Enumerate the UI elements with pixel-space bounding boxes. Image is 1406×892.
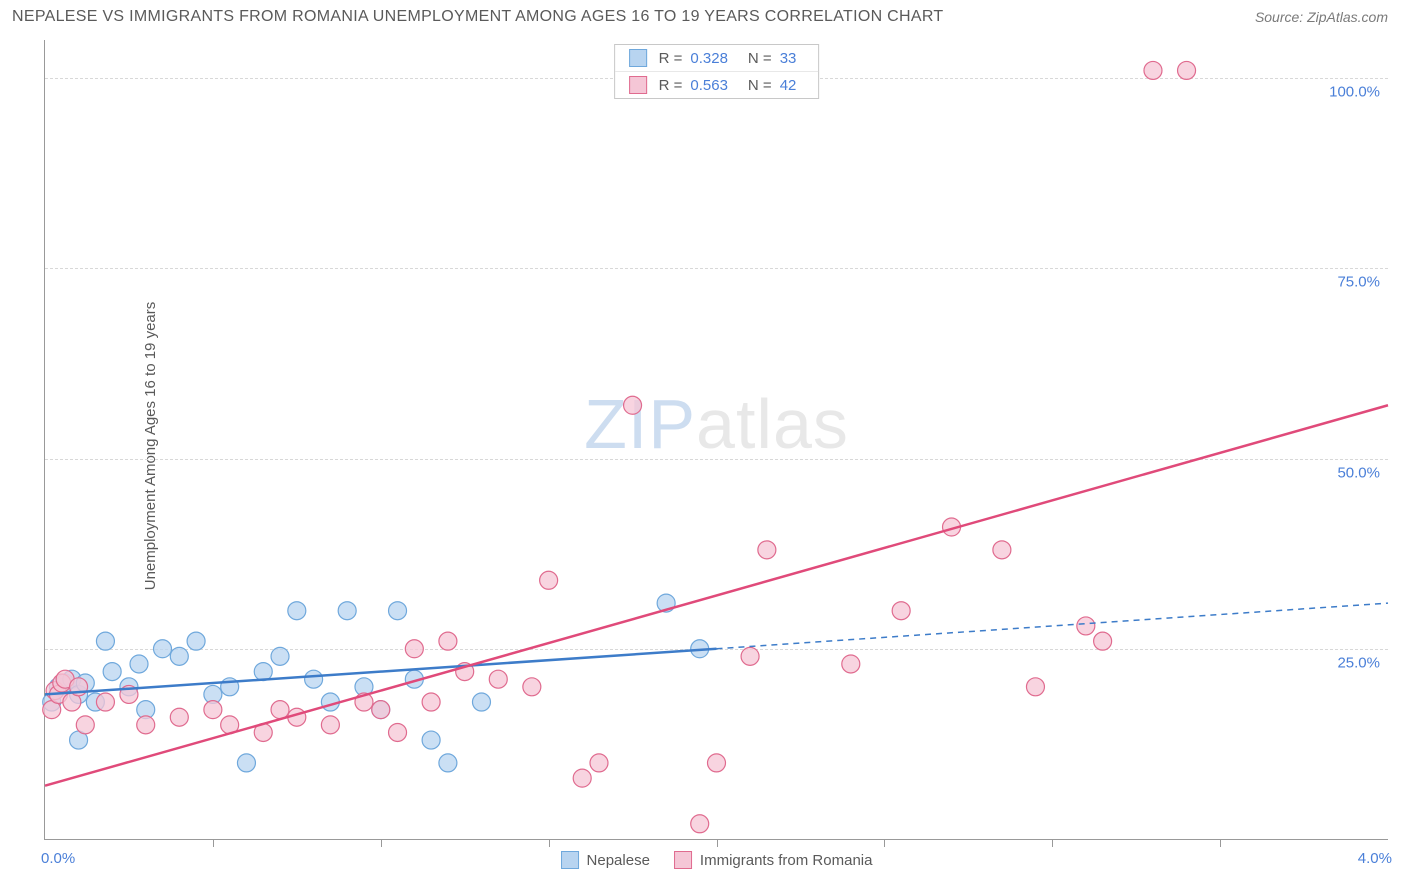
data-point: [1026, 678, 1044, 696]
data-point: [590, 754, 608, 772]
data-point: [624, 396, 642, 414]
r-label: R =: [659, 77, 683, 94]
x-tick: [381, 839, 382, 847]
data-point: [758, 541, 776, 559]
x-tick: [1052, 839, 1053, 847]
data-point: [489, 670, 507, 688]
scatter-plot-svg: [45, 40, 1388, 839]
data-point: [271, 647, 289, 665]
n-label: N =: [748, 50, 772, 67]
data-point: [187, 632, 205, 650]
chart-plot-area: ZIPatlas 25.0%50.0%75.0%100.0% R = 0.328…: [44, 40, 1388, 840]
x-tick: [717, 839, 718, 847]
trend-line-extrapolated: [717, 603, 1389, 649]
data-point: [1077, 617, 1095, 635]
legend-item-romania: Immigrants from Romania: [674, 851, 873, 869]
data-point: [472, 693, 490, 711]
data-point: [321, 716, 339, 734]
source-attribution: Source: ZipAtlas.com: [1255, 9, 1388, 25]
n-value-nepalese: 33: [780, 50, 797, 67]
data-point: [137, 716, 155, 734]
x-tick: [213, 839, 214, 847]
data-point: [96, 632, 114, 650]
x-tick: [549, 839, 550, 847]
legend-item-nepalese: Nepalese: [561, 851, 650, 869]
legend-row-romania: R = 0.563 N = 42: [615, 71, 819, 98]
legend-label-romania: Immigrants from Romania: [700, 852, 873, 869]
trend-line: [45, 649, 717, 695]
chart-title: NEPALESE VS IMMIGRANTS FROM ROMANIA UNEM…: [12, 8, 944, 26]
data-point: [103, 663, 121, 681]
data-point: [439, 754, 457, 772]
data-point: [96, 693, 114, 711]
x-tick: [1220, 839, 1221, 847]
correlation-legend: R = 0.328 N = 33 R = 0.563 N = 42: [614, 44, 820, 99]
data-point: [993, 541, 1011, 559]
data-point: [305, 670, 323, 688]
swatch-nepalese: [561, 851, 579, 869]
header-bar: NEPALESE VS IMMIGRANTS FROM ROMANIA UNEM…: [0, 0, 1406, 34]
data-point: [389, 723, 407, 741]
data-point: [1094, 632, 1112, 650]
data-point: [170, 647, 188, 665]
data-point: [254, 663, 272, 681]
swatch-nepalese: [629, 49, 647, 67]
trend-line: [45, 405, 1388, 785]
legend-label-nepalese: Nepalese: [587, 852, 650, 869]
data-point: [573, 769, 591, 787]
data-point: [405, 640, 423, 658]
x-tick: [884, 839, 885, 847]
data-point: [154, 640, 172, 658]
swatch-romania: [629, 76, 647, 94]
swatch-romania: [674, 851, 692, 869]
n-label: N =: [748, 77, 772, 94]
data-point: [523, 678, 541, 696]
data-point: [288, 602, 306, 620]
data-point: [842, 655, 860, 673]
series-legend: Nepalese Immigrants from Romania: [561, 851, 873, 869]
data-point: [708, 754, 726, 772]
data-point: [338, 602, 356, 620]
data-point: [237, 754, 255, 772]
data-point: [170, 708, 188, 726]
x-axis-label: 4.0%: [1358, 850, 1392, 867]
data-point: [741, 647, 759, 665]
data-point: [540, 571, 558, 589]
data-point: [1144, 61, 1162, 79]
data-point: [422, 693, 440, 711]
data-point: [691, 815, 709, 833]
legend-row-nepalese: R = 0.328 N = 33: [615, 45, 819, 71]
data-point: [439, 632, 457, 650]
data-point: [389, 602, 407, 620]
r-value-romania: 0.563: [690, 77, 728, 94]
data-point: [372, 701, 390, 719]
n-value-romania: 42: [780, 77, 797, 94]
x-axis-label: 0.0%: [41, 850, 75, 867]
r-label: R =: [659, 50, 683, 67]
data-point: [204, 701, 222, 719]
data-point: [1178, 61, 1196, 79]
data-point: [76, 716, 94, 734]
data-point: [130, 655, 148, 673]
data-point: [271, 701, 289, 719]
data-point: [422, 731, 440, 749]
r-value-nepalese: 0.328: [690, 50, 728, 67]
data-point: [892, 602, 910, 620]
